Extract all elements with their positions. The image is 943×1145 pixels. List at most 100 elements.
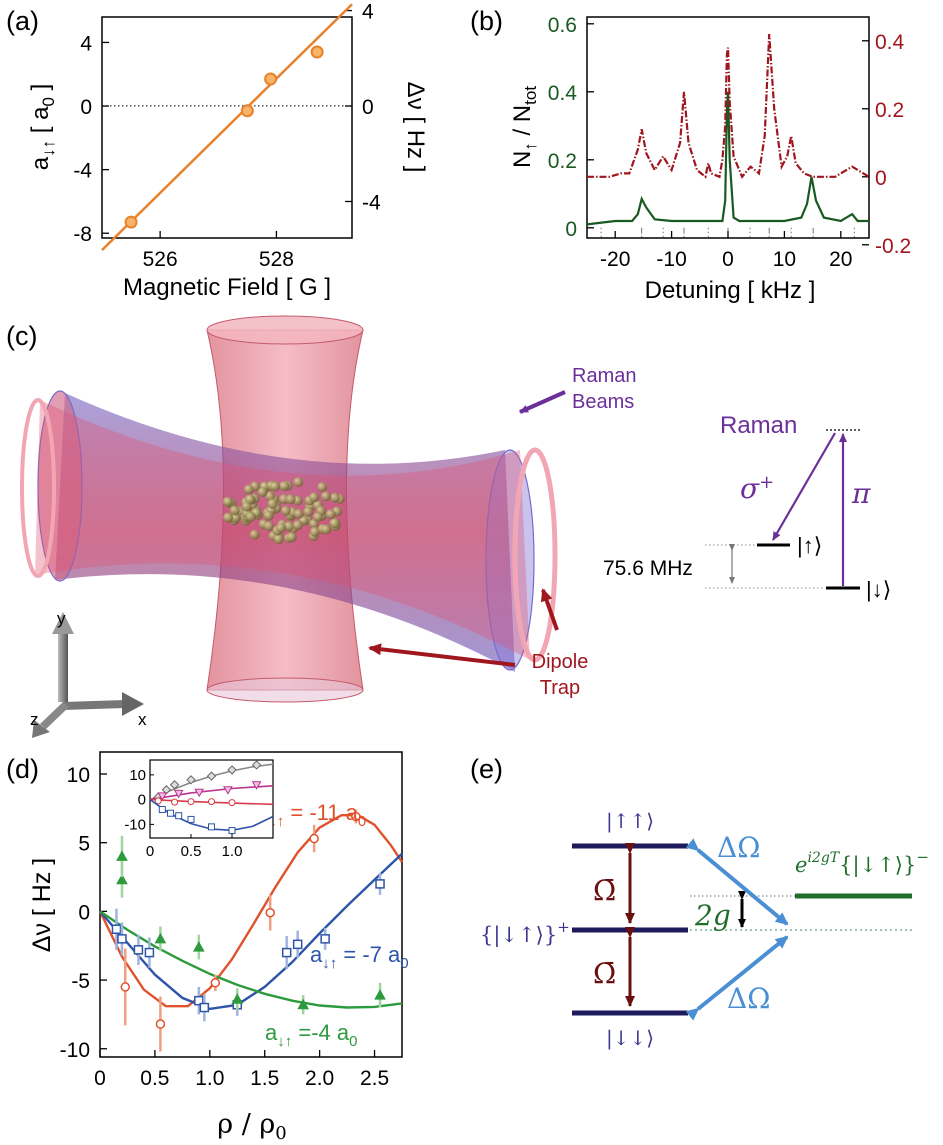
atom — [276, 522, 286, 533]
inset-fit-curve — [149, 785, 274, 801]
ket-plus-label: {|↓↑⟩}+ — [480, 918, 570, 948]
axis-z-label: z — [30, 710, 39, 729]
raman-beams-label-2: Beams — [572, 391, 634, 413]
ket-down-label: |↓⟩ — [866, 577, 891, 602]
x-tick-label: 10 — [773, 248, 796, 271]
panel-c-label: (c) — [6, 321, 37, 351]
data-point — [116, 873, 128, 885]
atom — [303, 506, 314, 517]
y-tick-label-right: 4 — [362, 1, 374, 24]
atom — [270, 481, 281, 492]
inset-x-tick-label: 0.5 — [181, 843, 202, 860]
atom — [229, 505, 240, 516]
level-diagram: Raman σ+ π |↑⟩ |↓⟩ 75.6 MHz — [603, 412, 891, 602]
inset-point — [206, 771, 217, 781]
y-axis-label: Δν [ Hz ] — [28, 858, 56, 952]
atom — [243, 484, 254, 495]
x-tick-label: -20 — [600, 248, 630, 271]
y-tick-label: -10 — [60, 1039, 90, 1062]
axis-y-label: y — [57, 609, 66, 628]
data-point — [154, 932, 167, 944]
atom — [257, 487, 268, 497]
panel-e-label: (e) — [470, 754, 503, 784]
y-tick-label-right: -4 — [362, 191, 381, 214]
delta-omega-arrow-bottom — [685, 935, 789, 1021]
series-green-line — [586, 91, 869, 226]
data-point — [240, 104, 254, 118]
panel-d-label: (d) — [6, 754, 39, 784]
data-point — [199, 1002, 210, 1013]
data-point — [133, 945, 144, 955]
coordinate-axes: y z x — [30, 609, 147, 738]
y-tick-label: -8 — [73, 223, 92, 246]
inset-y-tick-label: -10 — [124, 816, 146, 833]
y-tick-label-right: 0 — [875, 167, 887, 190]
data-point — [155, 1019, 166, 1029]
panel-b-label: (b) — [470, 6, 503, 36]
series-red-line — [587, 33, 870, 179]
panel-c-illustration: Raman Beams Dipole Trap y z x Raman σ+ — [20, 315, 891, 738]
inset-x-tick-label: 0 — [146, 843, 154, 860]
two-g-label: 2g — [694, 899, 731, 932]
atom — [312, 512, 323, 522]
inset-point — [167, 809, 174, 817]
panel-d-chart: 0 0.5 1.0 1.5 2.0 2.5 10 5 0 -5 -10 ρ / ρ0 Δν [ Hz… — [28, 751, 409, 1144]
y-tick-label: 10 — [67, 764, 90, 787]
data-point — [264, 72, 278, 86]
axis-x-label: x — [138, 710, 147, 729]
data-point — [351, 811, 361, 822]
inset-point — [228, 799, 236, 807]
y-tick-label-right: 0.2 — [875, 99, 904, 122]
data-point — [310, 45, 324, 59]
x-tick-label: 2.0 — [305, 1067, 334, 1090]
panel-b-chart: -20 -10 0 10 20 0 0.2 0.4 0.6 0.4 0.2 0 -0.2 Detunin… — [509, 14, 911, 304]
atom — [284, 521, 294, 532]
data-point — [374, 989, 386, 1000]
fit-curve — [99, 852, 403, 1011]
y-tick-label: 0 — [565, 218, 577, 241]
y-tick-label: 0 — [78, 901, 90, 924]
delta-omega-arrow-top — [685, 838, 789, 926]
inset-y-tick-label: 10 — [129, 767, 146, 784]
data-point — [111, 924, 122, 934]
inset-point — [157, 792, 168, 801]
data-point — [210, 978, 221, 988]
y-axis-label-left: N↑ / Ntot — [509, 86, 540, 168]
x-tick-label: 526 — [143, 248, 178, 271]
series-label-green: a↓↑ =-4 a0 — [265, 1020, 357, 1050]
atom — [280, 505, 291, 516]
x-tick-label: 2.5 — [360, 1067, 389, 1090]
atom — [249, 529, 260, 540]
inset-point — [187, 798, 195, 806]
inset-point — [208, 823, 215, 831]
inset-point — [154, 797, 162, 805]
x-tick-label: 20 — [829, 248, 852, 271]
ket-minus-label: ei2gT{|↓↑⟩}− — [795, 848, 929, 878]
raman-beams — [37, 390, 535, 672]
inset-point — [173, 789, 184, 799]
x-axis-label: Magnetic Field [ G ] — [123, 274, 331, 301]
data-point — [375, 879, 385, 889]
atom — [321, 524, 332, 535]
y-tick-label: 0.6 — [548, 14, 577, 37]
inset-point — [223, 786, 233, 795]
atom — [286, 532, 297, 543]
y-tick-label: 0.2 — [548, 150, 577, 173]
data-point — [297, 998, 310, 1010]
splitting-label: 75.6 MHz — [603, 557, 693, 580]
y-axis-label-right: Δν [ Hz ] — [402, 82, 429, 173]
atom — [329, 518, 340, 529]
y-tick-label: 4 — [80, 32, 92, 55]
inset-point — [251, 760, 262, 770]
inset-point — [208, 798, 215, 806]
dipole-pointer-arrow-1 — [540, 588, 559, 631]
ket-up-label: |↑⟩ — [797, 533, 822, 558]
sigma-plus-label: σ+ — [740, 472, 774, 505]
fit-line — [101, 3, 353, 251]
dipole-trap-label: Dipole — [532, 651, 589, 673]
x-tick-label: 1.0 — [195, 1067, 224, 1090]
y-tick-label-right: 0 — [362, 96, 374, 119]
panel-e-diagram: |↑↑⟩ |↓↓⟩ {|↓↑⟩}+ Ω̄ Ω̄ 2g ΔΩ ΔΩ ei2gT{|… — [480, 809, 929, 1051]
y-tick-label: 5 — [78, 833, 90, 856]
dipole-trap-label-2: Trap — [540, 677, 580, 699]
